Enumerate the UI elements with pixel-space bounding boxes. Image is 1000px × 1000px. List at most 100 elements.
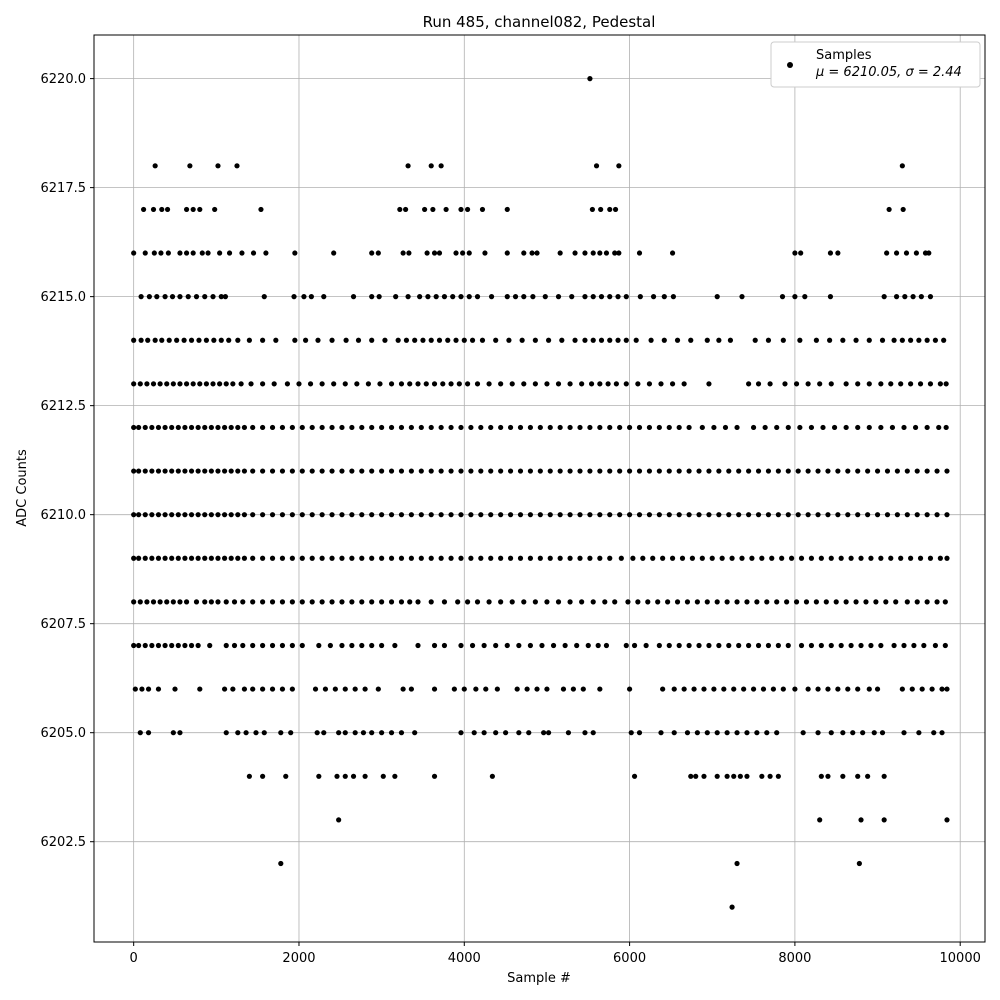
data-point	[843, 381, 849, 387]
data-point	[138, 294, 144, 300]
data-point	[879, 337, 886, 343]
data-point	[585, 642, 591, 649]
data-point	[557, 250, 563, 256]
data-point	[299, 468, 305, 474]
data-point	[823, 599, 829, 605]
data-point	[321, 730, 327, 736]
data-point	[696, 642, 702, 649]
data-point	[142, 642, 148, 649]
data-point	[637, 294, 643, 300]
data-point	[271, 381, 277, 387]
data-point	[555, 294, 562, 300]
data-point	[241, 512, 248, 518]
data-point	[908, 555, 914, 561]
data-point	[593, 163, 600, 169]
data-point	[574, 642, 580, 649]
data-point	[878, 424, 884, 431]
data-point	[547, 424, 553, 431]
data-point	[878, 555, 884, 561]
data-point	[734, 599, 740, 605]
data-point	[820, 424, 826, 431]
data-point	[474, 294, 481, 300]
data-point	[527, 512, 534, 518]
data-point	[587, 424, 593, 431]
data-point	[767, 381, 773, 387]
data-point	[379, 730, 385, 736]
data-point	[235, 468, 241, 474]
data-point	[369, 642, 375, 649]
data-point	[299, 424, 305, 431]
data-point	[478, 512, 484, 518]
data-point	[666, 424, 672, 431]
data-point	[635, 599, 641, 605]
data-point	[734, 424, 740, 431]
data-point	[944, 512, 950, 518]
data-point	[532, 599, 538, 605]
data-point	[741, 686, 747, 692]
data-point	[863, 599, 869, 605]
data-point	[458, 642, 464, 649]
data-point	[904, 512, 910, 518]
data-point	[197, 206, 203, 213]
data-point	[145, 730, 152, 736]
data-point	[349, 599, 355, 605]
data-point	[139, 686, 145, 692]
data-point	[845, 512, 851, 518]
data-point	[845, 468, 851, 474]
data-point	[808, 424, 815, 431]
data-point	[150, 206, 157, 213]
data-point	[587, 512, 593, 518]
data-point	[774, 730, 780, 736]
data-point	[162, 642, 168, 649]
data-point	[400, 250, 406, 256]
data-point	[590, 730, 596, 736]
data-point	[315, 337, 321, 343]
data-point	[376, 294, 382, 300]
data-point	[530, 294, 536, 300]
data-point	[142, 555, 148, 561]
data-point	[617, 468, 623, 474]
data-point	[278, 730, 284, 736]
data-point	[131, 599, 137, 605]
data-point	[504, 206, 510, 213]
data-point	[724, 773, 730, 779]
data-point	[448, 555, 454, 561]
data-point	[448, 424, 454, 431]
data-point	[228, 512, 234, 518]
data-point	[468, 468, 474, 474]
data-point	[377, 381, 383, 387]
data-point	[479, 206, 486, 213]
data-point	[395, 337, 401, 343]
data-point	[886, 206, 892, 213]
data-point	[343, 337, 349, 343]
data-point	[289, 686, 295, 692]
data-point	[898, 381, 904, 387]
data-point	[914, 468, 920, 474]
data-point	[835, 468, 841, 474]
data-point	[228, 555, 234, 561]
data-point	[359, 512, 365, 518]
data-point	[884, 468, 891, 474]
data-point	[671, 730, 677, 736]
data-point	[190, 250, 196, 256]
data-point	[815, 730, 821, 736]
data-point	[273, 337, 279, 343]
data-point	[428, 599, 434, 605]
data-point	[917, 381, 924, 387]
data-point	[279, 512, 286, 518]
data-point	[623, 642, 629, 649]
data-point	[547, 512, 553, 518]
data-point	[481, 642, 487, 649]
data-point	[428, 512, 434, 518]
data-point	[398, 555, 405, 561]
data-point	[908, 337, 914, 343]
data-point	[152, 163, 158, 169]
data-point	[714, 294, 720, 300]
data-point	[498, 599, 504, 605]
data-point	[640, 555, 646, 561]
data-point	[393, 294, 399, 300]
data-point	[145, 337, 151, 343]
data-point	[292, 250, 298, 256]
data-point	[937, 555, 943, 561]
